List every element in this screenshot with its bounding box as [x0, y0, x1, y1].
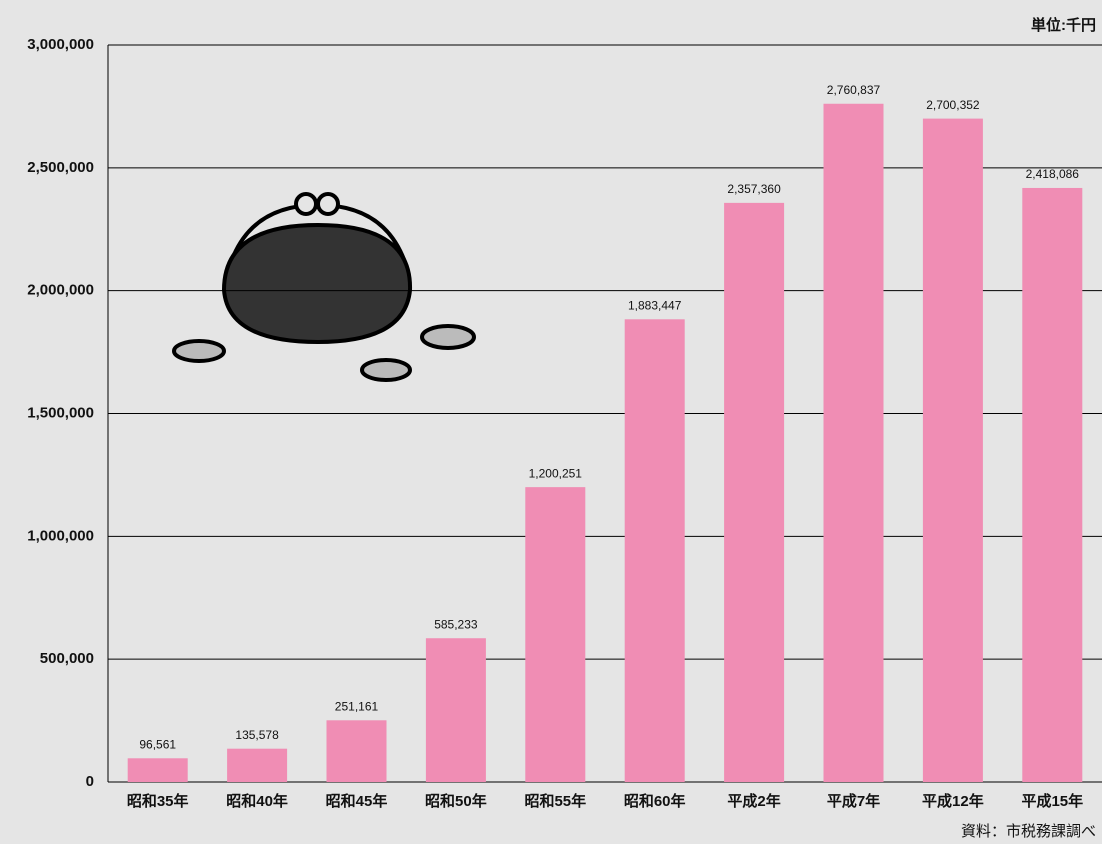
y-tick-label: 2,000,000 [27, 282, 94, 299]
x-tick-label: 昭和60年 [624, 792, 686, 810]
bar [724, 202, 785, 782]
y-tick-label: 0 [86, 773, 94, 790]
x-tick-label: 平成2年 [727, 792, 780, 810]
bar [227, 748, 288, 782]
bar [425, 638, 486, 782]
bar [624, 319, 685, 782]
value-label: 96,561 [139, 737, 176, 751]
unit-label: 単位:千円 [1031, 16, 1096, 34]
purse-clasp [294, 192, 318, 216]
value-label: 2,700,352 [926, 98, 980, 112]
y-tick-label: 3,000,000 [27, 36, 94, 53]
y-tick-label: 1,000,000 [27, 527, 94, 544]
x-tick-label: 平成12年 [922, 792, 984, 810]
coin [172, 339, 226, 363]
value-label: 585,233 [434, 617, 478, 631]
purse-clasp [316, 192, 340, 216]
coin [360, 358, 412, 382]
source-note: 資料：市税務課調べ [961, 823, 1096, 840]
x-tick-label: 昭和55年 [524, 792, 586, 810]
value-label: 2,760,837 [827, 83, 881, 97]
value-label: 2,357,360 [727, 182, 781, 196]
purse-body [221, 222, 413, 345]
bar [326, 720, 387, 782]
value-label: 2,418,086 [1026, 167, 1080, 181]
coin [420, 324, 476, 350]
purse-illustration [172, 192, 476, 382]
x-tick-label: 昭和35年 [127, 792, 189, 810]
value-label: 135,578 [235, 728, 279, 742]
bar [525, 487, 586, 782]
y-tick-label: 500,000 [40, 650, 94, 667]
x-tick-label: 平成15年 [1021, 792, 1083, 810]
value-label: 251,161 [335, 699, 379, 713]
x-tick-label: 平成7年 [827, 792, 880, 810]
bar [823, 103, 884, 782]
y-tick-label: 1,500,000 [27, 404, 94, 421]
x-tick-label: 昭和45年 [326, 792, 388, 810]
value-label: 1,200,251 [529, 466, 583, 480]
value-label: 1,883,447 [628, 298, 682, 312]
bar [922, 118, 983, 782]
y-tick-label: 2,500,000 [27, 159, 94, 176]
bar [127, 758, 188, 782]
x-tick-label: 昭和40年 [226, 792, 288, 810]
x-tick-label: 昭和50年 [425, 792, 487, 810]
bar [1022, 187, 1083, 782]
